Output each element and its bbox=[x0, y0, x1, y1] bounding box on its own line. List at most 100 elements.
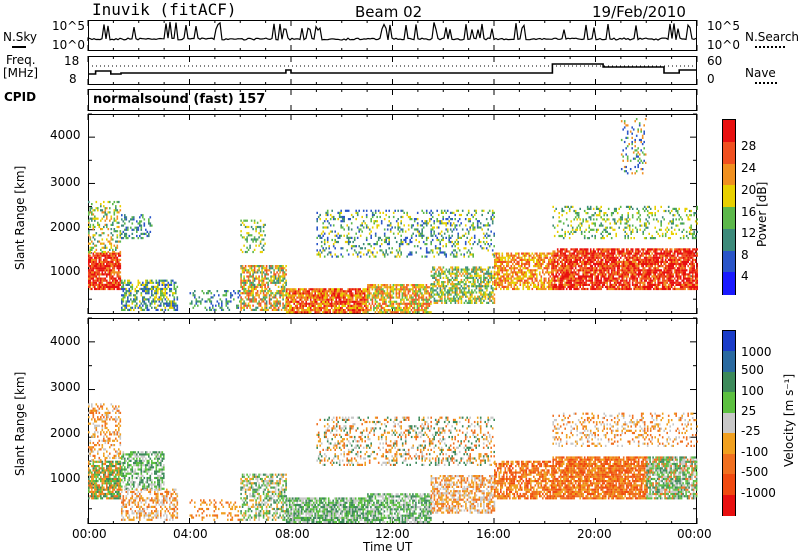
data-cell bbox=[251, 286, 253, 288]
data-cell bbox=[573, 248, 575, 250]
data-cell bbox=[255, 241, 257, 243]
data-cell bbox=[118, 265, 120, 267]
data-cell bbox=[257, 307, 259, 309]
data-cell bbox=[105, 257, 107, 259]
data-cell bbox=[114, 282, 116, 284]
data-cell bbox=[429, 303, 431, 305]
data-cell bbox=[88, 269, 90, 271]
data-cell bbox=[298, 301, 300, 303]
data-cell bbox=[524, 265, 526, 267]
data-cell bbox=[467, 271, 469, 273]
data-cell bbox=[333, 218, 335, 220]
data-cell bbox=[356, 292, 358, 294]
data-cell bbox=[500, 261, 502, 263]
data-cell bbox=[94, 280, 96, 282]
data-cell bbox=[452, 281, 454, 283]
data-cell bbox=[346, 241, 348, 243]
data-cell bbox=[465, 287, 467, 289]
data-cell bbox=[438, 294, 440, 296]
data-cell bbox=[486, 277, 488, 279]
data-cell bbox=[430, 241, 432, 243]
data-cell bbox=[411, 224, 413, 226]
data-cell bbox=[535, 265, 537, 267]
data-cell bbox=[480, 291, 482, 293]
data-cell bbox=[264, 309, 266, 311]
data-cell bbox=[429, 294, 431, 296]
data-cell bbox=[249, 284, 251, 286]
data-cell bbox=[129, 292, 131, 294]
data-cell bbox=[100, 253, 102, 255]
data-cell bbox=[328, 288, 330, 290]
data-cell bbox=[99, 275, 101, 277]
data-cell bbox=[432, 285, 434, 287]
data-cell bbox=[126, 294, 128, 296]
data-cell bbox=[332, 288, 334, 290]
data-cell bbox=[584, 269, 586, 271]
data-cell bbox=[142, 216, 144, 218]
data-cell bbox=[142, 214, 144, 216]
data-cell bbox=[434, 283, 436, 285]
data-cell bbox=[319, 218, 321, 220]
data-cell bbox=[414, 311, 416, 313]
data-cell bbox=[399, 247, 401, 249]
data-cell bbox=[465, 271, 467, 273]
data-cell bbox=[433, 256, 435, 258]
data-cell bbox=[406, 214, 408, 216]
data-cell bbox=[148, 220, 150, 222]
data-cell bbox=[458, 275, 460, 277]
data-cell bbox=[258, 265, 260, 267]
data-cell bbox=[276, 292, 278, 294]
data-cell bbox=[217, 300, 219, 302]
data-cell bbox=[427, 307, 429, 309]
data-cell bbox=[515, 284, 517, 286]
data-cell bbox=[296, 290, 298, 292]
data-cell bbox=[121, 225, 123, 227]
data-cell bbox=[319, 214, 321, 216]
data-cell bbox=[573, 261, 575, 263]
data-cell bbox=[238, 292, 240, 294]
data-cell bbox=[511, 269, 513, 271]
data-cell bbox=[520, 267, 522, 269]
data-cell bbox=[384, 307, 386, 309]
data-cell bbox=[453, 283, 455, 285]
data-cell bbox=[379, 303, 381, 305]
data-cell bbox=[486, 271, 488, 273]
data-cell bbox=[88, 226, 90, 228]
data-cell bbox=[177, 298, 179, 300]
data-cell bbox=[289, 290, 291, 292]
data-cell bbox=[590, 275, 592, 277]
data-cell bbox=[468, 218, 470, 220]
data-cell bbox=[100, 288, 102, 290]
data-cell bbox=[349, 218, 351, 220]
data-cell bbox=[323, 292, 325, 294]
data-cell bbox=[417, 286, 419, 288]
data-cell bbox=[111, 275, 113, 277]
data-cell bbox=[423, 301, 425, 303]
data-cell bbox=[563, 263, 565, 265]
data-cell bbox=[465, 291, 467, 293]
data-cell bbox=[388, 292, 390, 294]
data-cell bbox=[515, 278, 517, 280]
data-cell bbox=[415, 299, 417, 301]
data-cell bbox=[584, 282, 586, 284]
data-cell bbox=[296, 311, 298, 313]
data-cell bbox=[162, 300, 164, 302]
data-cell bbox=[550, 253, 552, 255]
data-cell bbox=[397, 303, 399, 305]
data-cell bbox=[480, 277, 482, 279]
data-cell bbox=[426, 292, 428, 294]
data-cell bbox=[454, 249, 456, 251]
data-cell bbox=[337, 290, 339, 292]
data-cell bbox=[408, 290, 410, 292]
data-cell bbox=[450, 287, 452, 289]
data-cell bbox=[90, 265, 92, 267]
data-cell bbox=[114, 280, 116, 282]
data-cell bbox=[153, 300, 155, 302]
data-cell bbox=[162, 298, 164, 300]
data-cell bbox=[579, 261, 581, 263]
data-cell bbox=[263, 292, 265, 294]
data-cell bbox=[120, 282, 122, 284]
data-cell bbox=[102, 255, 104, 257]
data-cell bbox=[96, 232, 98, 234]
data-cell bbox=[138, 229, 140, 231]
